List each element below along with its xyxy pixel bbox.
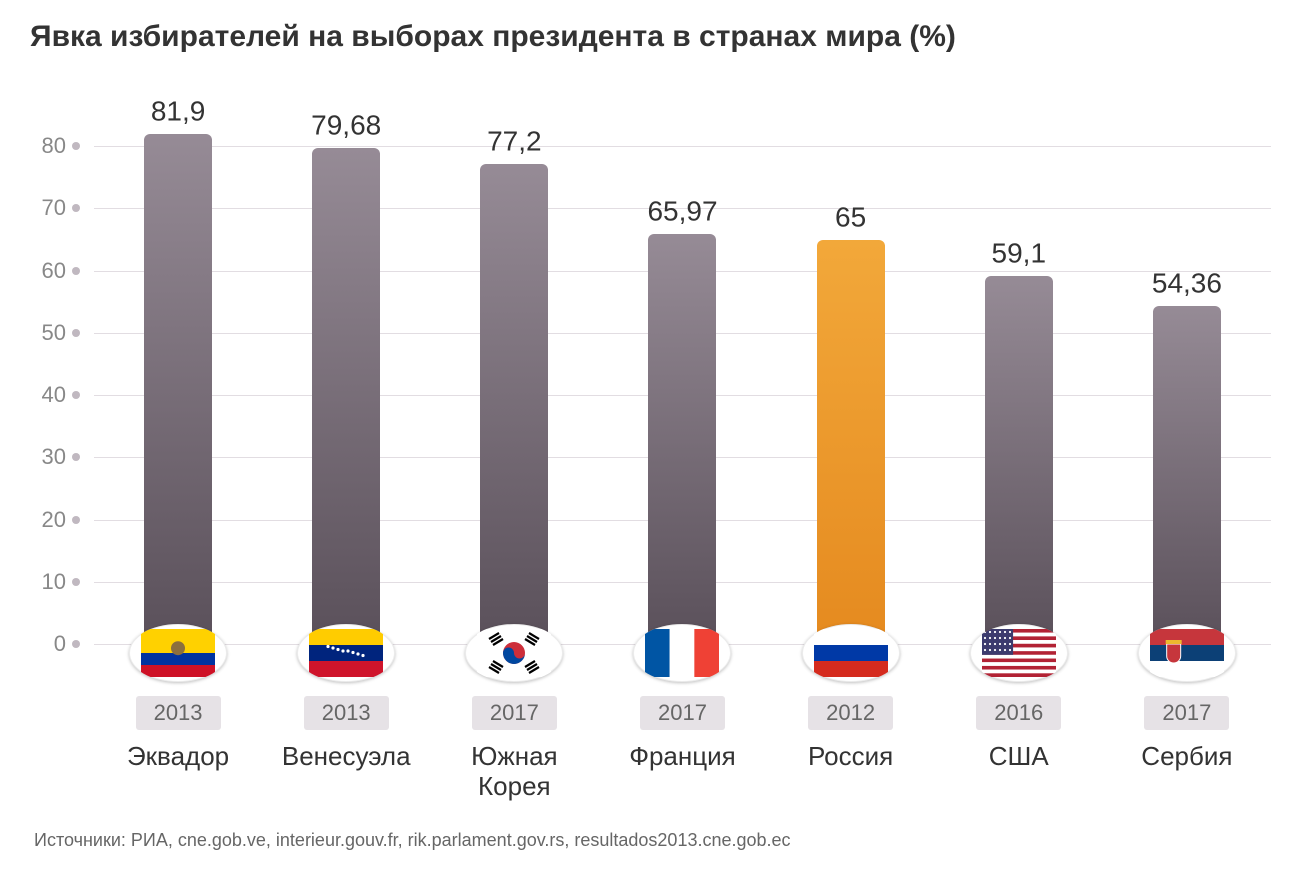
flag-badge [1138,624,1236,682]
y-tick: 30 [30,457,94,458]
y-tick-label: 50 [42,320,66,346]
france-flag-icon [645,629,719,677]
y-tick-marker [72,329,80,337]
bar: 54,36 [1153,306,1221,644]
bar-column: 81,9 [118,84,238,644]
bar-value-label: 77,2 [487,125,542,157]
y-tick-marker [72,142,80,150]
y-tick-label: 70 [42,195,66,221]
y-tick-marker [72,578,80,586]
russia-flag-icon [814,629,888,677]
label-column: 2012 Россия [791,624,911,802]
flag-badge [633,624,731,682]
y-tick-marker [72,453,80,461]
country-label: ЮжнаяКорея [471,742,558,802]
bar-column: 65,97 [622,84,742,644]
y-tick: 60 [30,271,94,272]
bar-column: 77,2 [454,84,574,644]
bar-value-label: 65 [835,201,866,233]
bars-container: 81,9 79,68 77,2 65,97 65 59,1 54,36 [94,84,1271,644]
y-tick-marker [72,640,80,648]
bar-value-label: 59,1 [992,238,1047,270]
flag-badge [970,624,1068,682]
year-label: 2017 [640,696,725,730]
y-tick-label: 0 [54,631,66,657]
y-tick: 10 [30,582,94,583]
flag-badge [297,624,395,682]
south-korea-flag-icon [477,629,551,677]
bar: 59,1 [985,276,1053,644]
y-tick-marker [72,267,80,275]
country-label: Франция [629,742,736,772]
bar-column: 65 [791,84,911,644]
country-label: Венесуэла [282,742,411,772]
label-column: 2013 Эквадор [118,624,238,802]
y-tick: 20 [30,520,94,521]
bar-column: 54,36 [1127,84,1247,644]
label-column: 2017 Франция [622,624,742,802]
flag-badge [802,624,900,682]
usa-flag-icon [982,629,1056,677]
venezuela-flag-icon [309,629,383,677]
country-label: Россия [808,742,893,772]
bar-value-label: 79,68 [311,110,381,142]
y-tick-label: 80 [42,133,66,159]
y-tick: 0 [30,644,94,645]
year-label: 2013 [136,696,221,730]
y-tick-label: 10 [42,569,66,595]
y-tick: 40 [30,395,94,396]
bar: 65,97 [648,234,716,644]
country-label: Эквадор [127,742,229,772]
flag-badge [129,624,227,682]
label-column: 2017 ЮжнаяКорея [454,624,574,802]
y-tick-label: 30 [42,444,66,470]
y-tick-label: 20 [42,507,66,533]
y-tick-marker [72,391,80,399]
bar: 81,9 [144,134,212,644]
y-tick-label: 40 [42,382,66,408]
bar: 77,2 [480,164,548,644]
year-label: 2016 [976,696,1061,730]
label-column: 2013Венесуэла [286,624,406,802]
country-label: Сербия [1141,742,1232,772]
bar-column: 59,1 [959,84,1079,644]
y-tick-marker [72,204,80,212]
bar: 79,68 [312,148,380,644]
source-text: Источники: РИА, cne.gob.ve, interieur.go… [34,830,1271,851]
bar: 65 [817,240,885,644]
y-tick: 50 [30,333,94,334]
y-tick: 80 [30,146,94,147]
chart-plot-area: 0 10 20 30 40 50 60 70 80 81,9 79,68 77,2 65,97 65 59… [30,84,1271,644]
y-axis: 0 10 20 30 40 50 60 70 80 [30,84,94,644]
ecuador-flag-icon [141,629,215,677]
year-label: 2017 [1144,696,1229,730]
year-label: 2013 [304,696,389,730]
serbia-flag-icon [1150,629,1224,677]
y-tick: 70 [30,208,94,209]
y-tick-label: 60 [42,258,66,284]
bar-value-label: 81,9 [151,96,206,128]
bar-value-label: 54,36 [1152,267,1222,299]
x-axis-labels: 2013Эквадор2013Венесуэла2017ЮжнаяКорея20… [94,624,1271,802]
label-column: 2017 Сербия [1127,624,1247,802]
flag-badge [465,624,563,682]
y-tick-marker [72,516,80,524]
chart-title: Явка избирателей на выборах президента в… [30,20,1271,54]
year-label: 2012 [808,696,893,730]
label-column: 2016 США [959,624,1079,802]
bar-value-label: 65,97 [647,195,717,227]
country-label: США [989,742,1049,772]
bar-column: 79,68 [286,84,406,644]
year-label: 2017 [472,696,557,730]
